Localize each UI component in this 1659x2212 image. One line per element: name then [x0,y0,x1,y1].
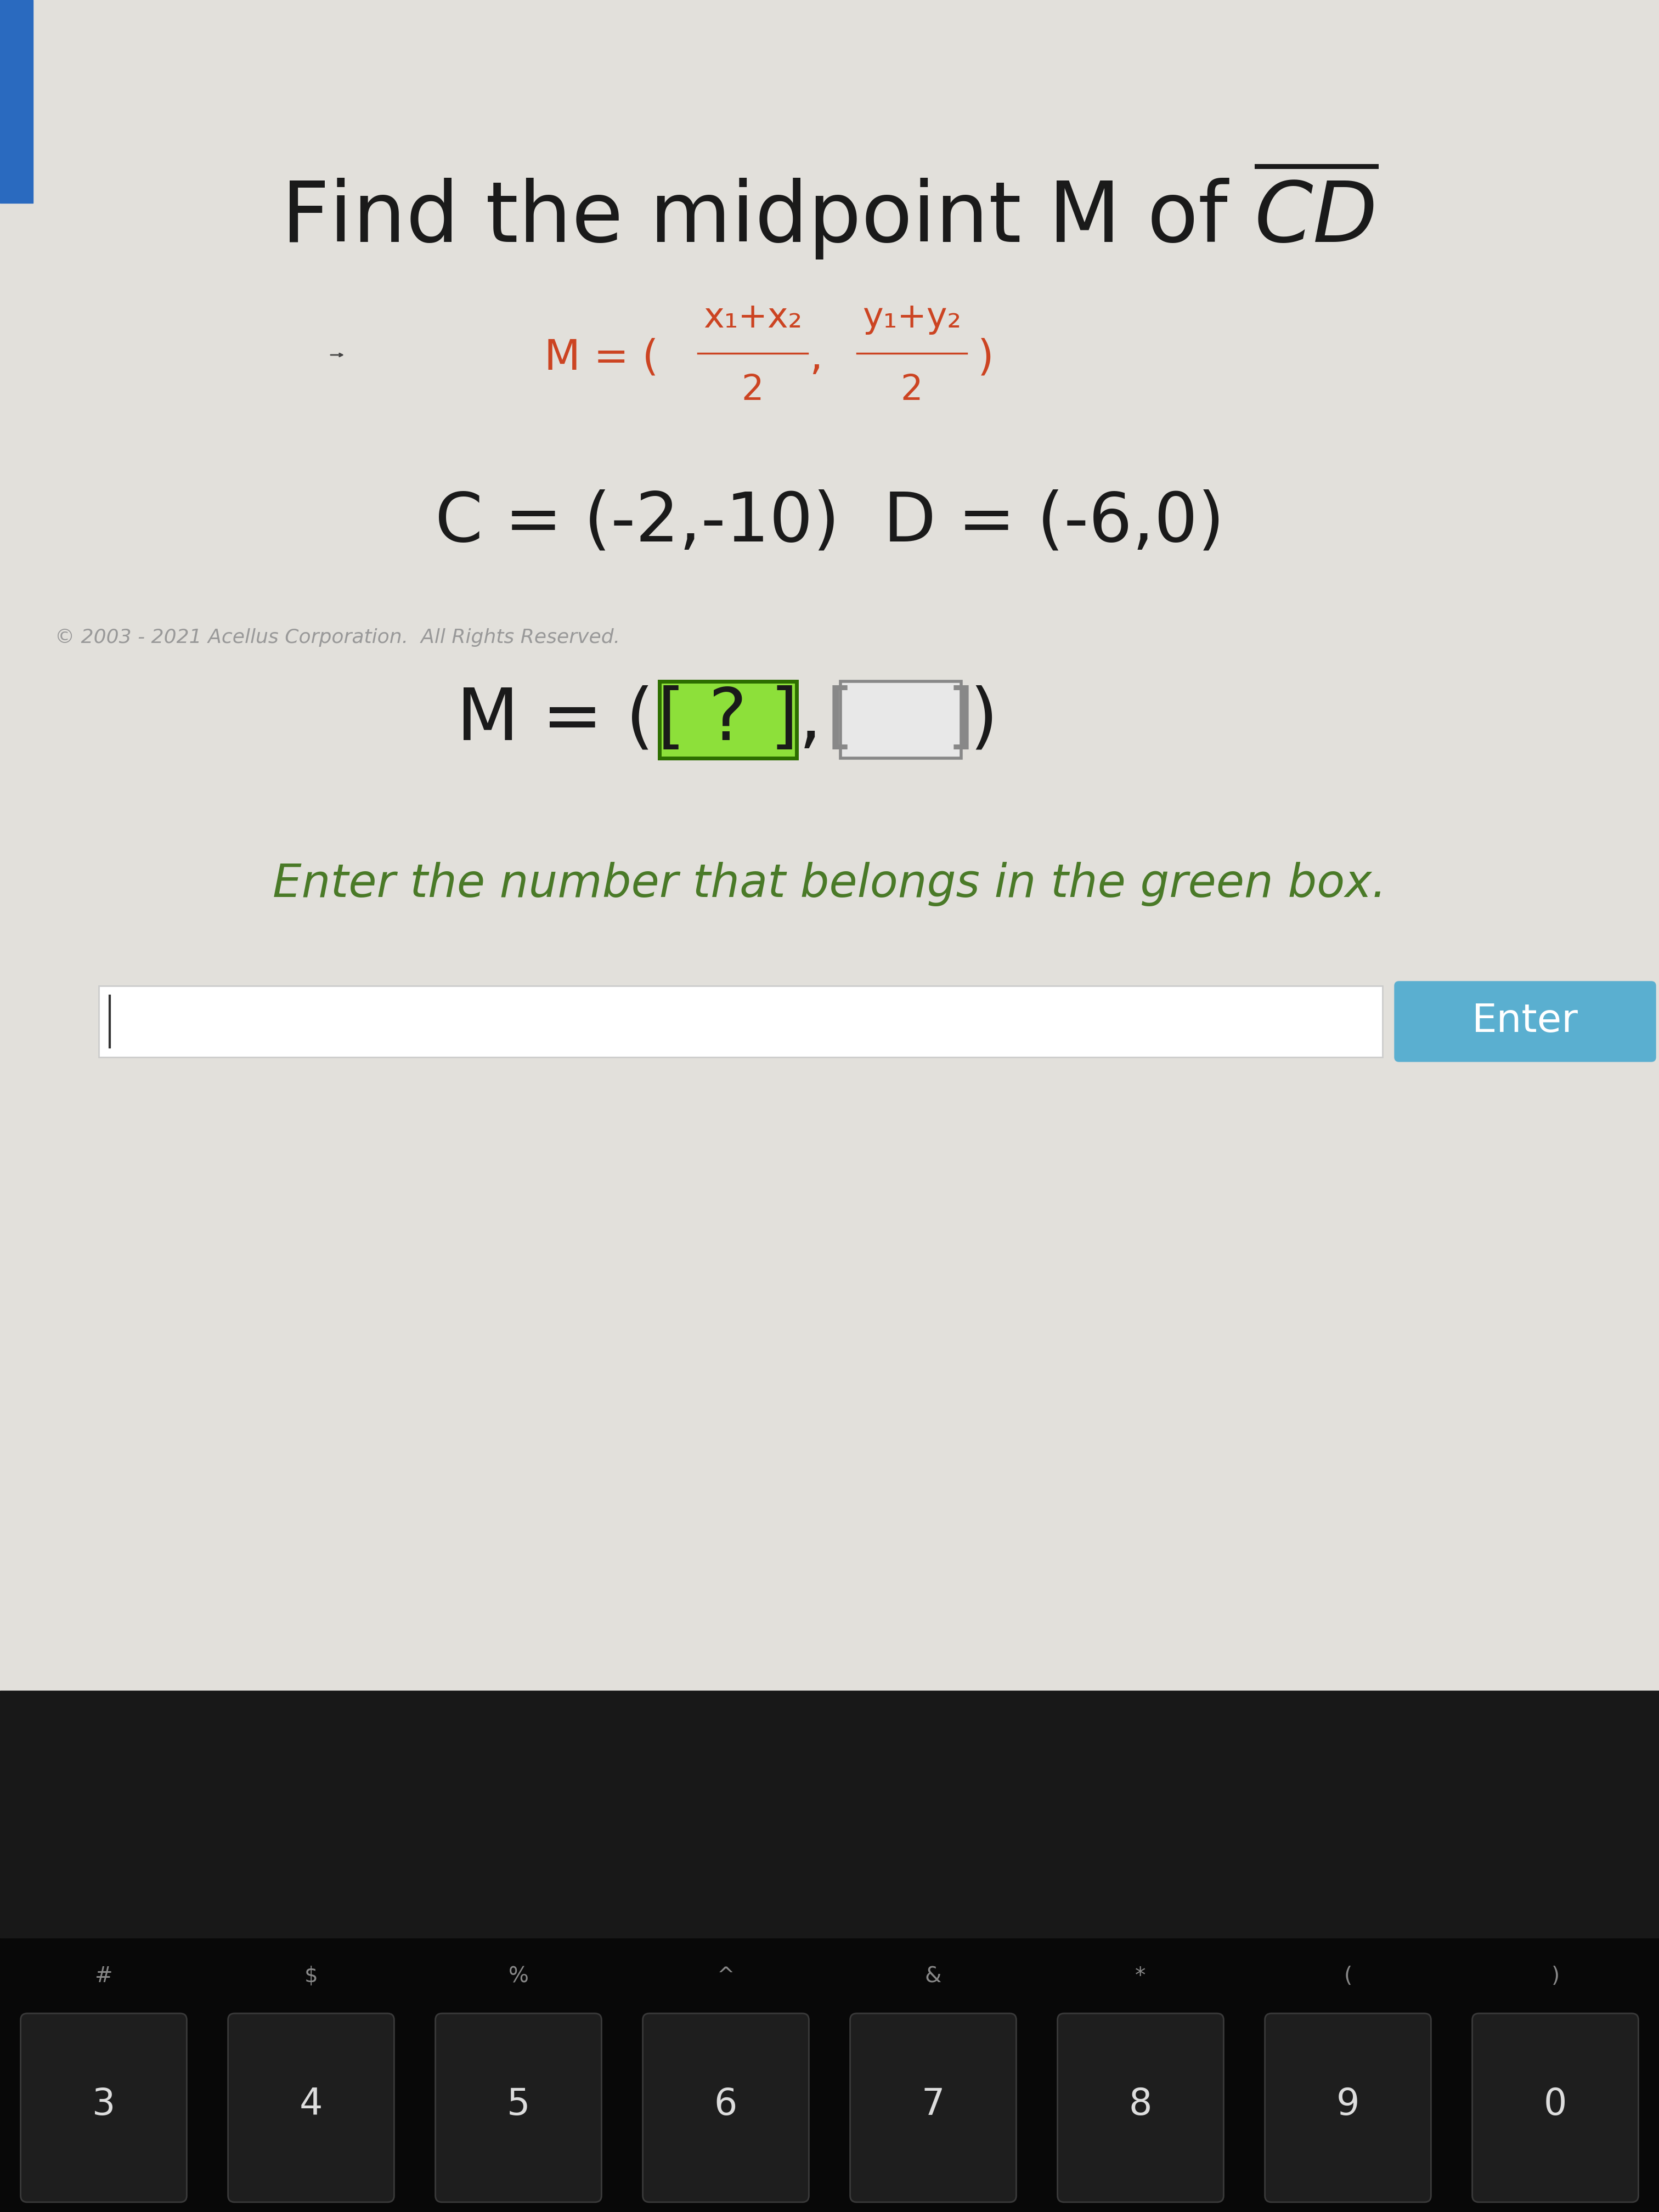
Text: Find the midpoint M of $\overline{CD}$: Find the midpoint M of $\overline{CD}$ [280,157,1379,261]
Text: (: ( [1344,1966,1352,1986]
Text: ^: ^ [717,1966,735,1986]
Text: ): ) [1551,1966,1559,1986]
Text: 2: 2 [901,374,922,407]
Bar [0,0,33,204]
Text: M = (: M = ( [456,686,654,754]
Text: 5: 5 [506,2086,531,2121]
Text: [ ? ]: [ ? ] [657,686,798,754]
FancyBboxPatch shape [1057,2013,1224,2203]
Text: M = (: M = ( [544,338,659,378]
Text: *: * [1135,1966,1146,1986]
FancyBboxPatch shape [841,681,961,759]
FancyBboxPatch shape [642,2013,810,2203]
Text: 6: 6 [713,2086,738,2121]
FancyBboxPatch shape [1395,982,1656,1062]
Text: y₁+y₂: y₁+y₂ [863,301,961,334]
Text: ,: , [810,338,823,378]
Text: %: % [508,1966,529,1986]
Text: ): ) [977,338,994,378]
FancyBboxPatch shape [20,2013,187,2203]
Text: © 2003 - 2021 Acellus Corporation.  All Rights Reserved.: © 2003 - 2021 Acellus Corporation. All R… [55,628,620,646]
FancyBboxPatch shape [227,2013,395,2203]
Text: 9: 9 [1335,2086,1360,2121]
Text: 3: 3 [91,2086,116,2121]
FancyBboxPatch shape [1472,2013,1639,2203]
Text: Enter the number that belongs in the green box.: Enter the number that belongs in the gre… [272,863,1387,907]
Bar [0,0,1659,1690]
Text: #: # [95,1966,113,1986]
FancyBboxPatch shape [659,681,796,759]
FancyBboxPatch shape [435,2013,602,2203]
Bar [0,1690,1659,1938]
Text: 2: 2 [742,374,763,407]
FancyBboxPatch shape [100,987,1382,1057]
Text: $: $ [304,1966,319,1986]
Text: x₁+x₂: x₁+x₂ [703,301,801,334]
Text: [    ]: [ ] [826,686,975,754]
Text: C = (-2,-10)  D = (-6,0): C = (-2,-10) D = (-6,0) [435,489,1224,555]
Text: Enter: Enter [1472,1002,1578,1040]
Text: 4: 4 [299,2086,324,2121]
Text: ): ) [969,686,997,754]
Bar [0,1690,1659,2212]
Text: 7: 7 [921,2086,946,2121]
Text: &: & [924,1966,942,1986]
Text: 0: 0 [1543,2086,1568,2121]
Text: 8: 8 [1128,2086,1153,2121]
FancyBboxPatch shape [1264,2013,1432,2203]
Text: ,: , [798,686,821,754]
Bar [0,1938,1659,2212]
FancyBboxPatch shape [849,2013,1017,2203]
